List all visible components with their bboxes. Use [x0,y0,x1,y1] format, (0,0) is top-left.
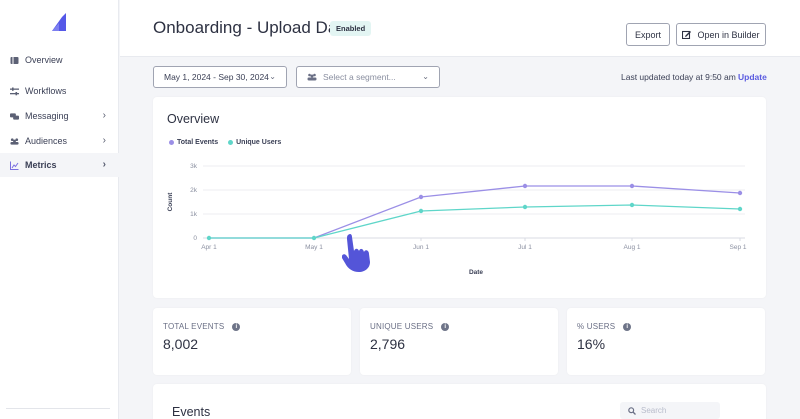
chevron-down-icon: ⌄ [422,72,429,81]
svg-text:May 1: May 1 [305,244,323,251]
sidebar-item-label: Metrics [25,160,57,170]
svg-text:Sep 1: Sep 1 [730,244,747,251]
stat-value: 8,002 [163,336,199,352]
legend-item-total-events[interactable]: Total Events [169,139,218,146]
sidebar-item-label: Overview [25,55,63,65]
pointer-hand-icon [342,233,370,272]
events-title: Events [172,405,211,419]
sidebar-item-messaging[interactable]: Messaging › [0,104,119,128]
sidebar-item-label: Workflows [25,86,67,96]
sidebar-item-metrics[interactable]: Metrics › [0,153,119,177]
chart-icon [10,161,19,170]
x-axis-label: Date [469,269,483,276]
export-button[interactable]: Export [626,23,670,46]
svg-text:3k: 3k [190,163,198,170]
sidebar-item-overview[interactable]: Overview [0,48,119,72]
page-header: Onboarding - Upload Data Enabled Export … [120,0,800,57]
sidebar: Overview Workflows Messaging › Audiences… [0,0,119,419]
open-in-builder-label: Open in Builder [697,29,760,40]
stat-label: % USERS i [577,322,632,331]
chevron-right-icon: › [102,110,106,121]
stat-label: TOTAL EVENTS i [163,322,241,331]
legend-item-unique-users[interactable]: Unique Users [228,139,281,146]
svg-text:2k: 2k [190,187,198,194]
sidebar-item-audiences[interactable]: Audiences › [0,129,119,153]
sidebar-item-label: Audiences [25,136,68,146]
edit-icon [682,30,692,39]
chart-legend: Total Events Unique Users [169,139,281,146]
sidebar-item-label: Messaging [25,111,69,121]
chat-icon [10,112,19,121]
svg-text:Aug 1: Aug 1 [624,244,641,251]
svg-text:0: 0 [193,235,197,242]
svg-text:Jun 1: Jun 1 [413,244,429,251]
users-icon [307,73,317,81]
info-icon[interactable]: i [232,322,241,331]
series-unique-users [209,204,741,239]
stat-label: UNIQUE USERS i [370,322,450,331]
segment-placeholder: Select a segment... [323,72,396,82]
book-icon [10,56,19,65]
open-in-builder-button[interactable]: Open in Builder [676,23,766,46]
users-icon [10,137,19,146]
export-label: Export [634,29,661,40]
app-logo[interactable] [50,12,68,32]
search-placeholder: Search [641,406,667,415]
stat-value: 2,796 [370,336,406,352]
chevron-down-icon: ⌄ [269,72,276,81]
date-range-select[interactable]: May 1, 2024 - Sep 30, 2024 ⌄ [153,66,287,88]
stat-card-percent-users: % USERS i 16% [567,308,765,375]
update-link[interactable]: Update [738,72,767,82]
sliders-icon [10,87,19,96]
sidebar-item-workflows[interactable]: Workflows [0,79,119,103]
svg-text:Apr 1: Apr 1 [201,244,217,251]
overview-card [153,97,766,298]
svg-text:Jul 1: Jul 1 [518,244,532,251]
overview-title: Overview [167,112,220,126]
stat-value: 16% [577,336,606,352]
page-title: Onboarding - Upload Data [153,18,352,37]
search-icon [628,406,636,415]
status-badge: Enabled [330,21,372,36]
info-icon[interactable]: i [623,322,632,331]
sidebar-divider [6,408,110,409]
stat-card-total-events: TOTAL EVENTS i 8,002 [153,308,351,375]
date-range-value: May 1, 2024 - Sep 30, 2024 [164,72,269,82]
chevron-right-icon: › [102,159,106,170]
y-axis-label: Count [167,192,174,212]
stat-card-unique-users: UNIQUE USERS i 2,796 [360,308,558,375]
series-total-events [209,185,741,239]
info-icon[interactable]: i [441,322,450,331]
line-chart: 3k 2k 1k 0 Count Apr 1 May 1 Jun 1 Jul 1… [167,163,747,276]
segment-select[interactable]: Select a segment... ⌄ [296,66,440,88]
svg-text:1k: 1k [190,211,198,218]
chevron-right-icon: › [102,135,106,146]
events-search-input[interactable]: Search [620,402,720,419]
last-updated-text: Last updated today at 9:50 am [621,72,736,82]
